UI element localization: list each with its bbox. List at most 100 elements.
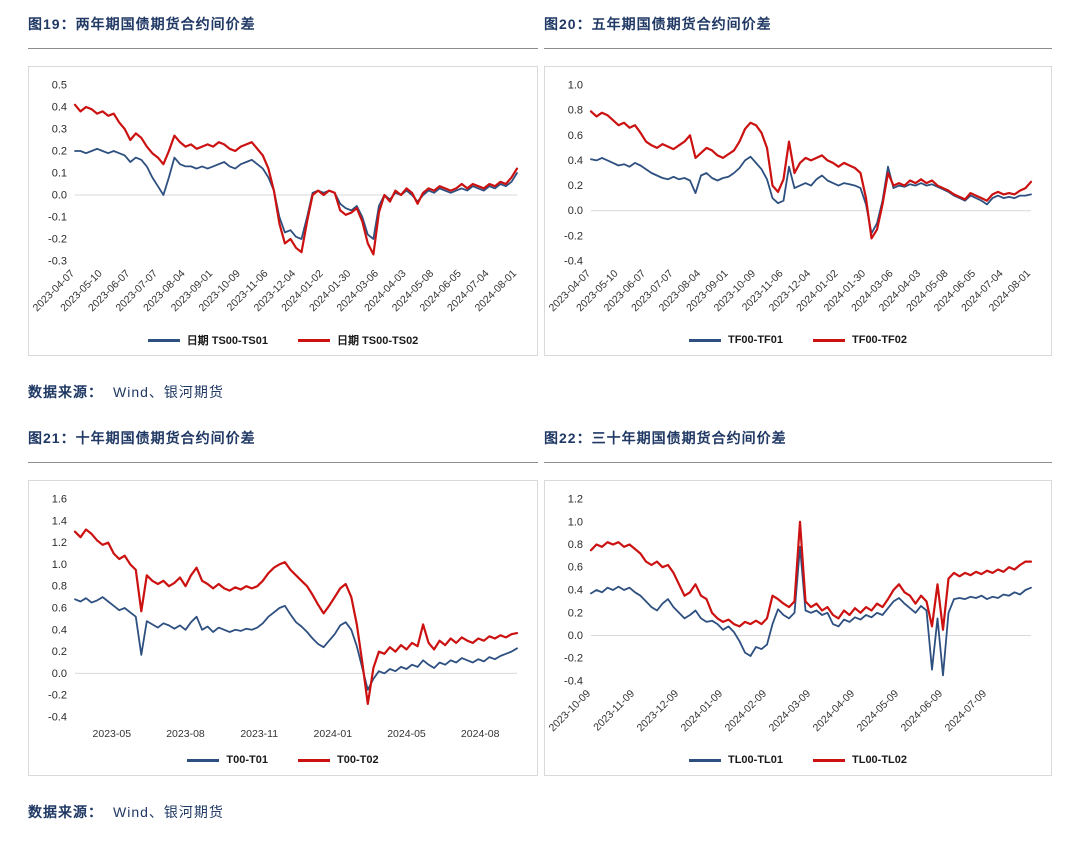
svg-text:0.6: 0.6 xyxy=(568,562,583,574)
svg-text:1.4: 1.4 xyxy=(52,515,67,527)
chart21-title: 图21：十年期国债期货合约间价差 xyxy=(28,426,538,463)
legend-line-swatch xyxy=(688,758,721,762)
legend-item: TL00-TL02 xyxy=(813,754,907,766)
svg-text:0.2: 0.2 xyxy=(52,646,67,658)
chart19-figure: 0.5 0.4 0.3 0.2 0.1 0.0 -0.1 -0.2 -0.3 2023-04-07… xyxy=(28,66,538,356)
svg-text:0.0: 0.0 xyxy=(568,630,583,642)
svg-text:0.2: 0.2 xyxy=(568,180,583,192)
report-section-top: 图19：两年期国债期货合约间价差 0.5 0.4 0.3 0.2 0.1 0.0 -0.1 -… xyxy=(28,12,1052,356)
svg-text:1.6: 1.6 xyxy=(52,494,67,506)
svg-text:2023-12-09: 2023-12-09 xyxy=(635,688,682,735)
svg-text:0.8: 0.8 xyxy=(52,581,67,593)
chart22-figure: 1.2 1.0 0.8 0.6 0.4 0.2 0.0 -0.2 -0.4 2023-10-09 2… xyxy=(544,480,1052,776)
data-source-label: 数据来源： xyxy=(28,804,103,820)
svg-text:-0.2: -0.2 xyxy=(48,234,67,246)
chart-canvas: 1.21.00.80.60.40.20.0-0.2-0.42023-10-092… xyxy=(547,494,1033,735)
svg-text:2024-06-09: 2024-06-09 xyxy=(899,688,946,735)
chart20-figure: 1.0 0.8 0.6 0.4 0.2 0.0 -0.2 -0.4 2023-04-07 2023… xyxy=(544,66,1052,356)
svg-text:1.2: 1.2 xyxy=(568,494,583,506)
chart-legend: TL00-TL01 TL00-TL02 xyxy=(545,747,1051,773)
legend-label: T00-T02 xyxy=(337,754,379,766)
svg-text:2023-11: 2023-11 xyxy=(240,728,278,740)
svg-text:2023-08: 2023-08 xyxy=(166,728,205,740)
svg-text:0.2: 0.2 xyxy=(52,146,67,158)
svg-text:0.4: 0.4 xyxy=(568,155,583,167)
svg-text:0.6: 0.6 xyxy=(568,130,583,142)
chart-canvas: 0.50.40.30.20.10.0-0.1-0.2-0.32023-04-07… xyxy=(31,80,520,315)
data-source-line-bottom: 数据来源： Wind、银河期货 xyxy=(28,802,1052,822)
data-source-value: Wind、银河期货 xyxy=(113,384,224,400)
chart-canvas: 1.00.80.60.40.20.0-0.2-0.42023-04-072023… xyxy=(547,80,1034,315)
svg-text:0.0: 0.0 xyxy=(568,205,583,217)
svg-text:-0.3: -0.3 xyxy=(48,256,67,268)
svg-text:0.8: 0.8 xyxy=(568,539,583,551)
svg-text:0.2: 0.2 xyxy=(568,607,583,619)
chart19-panel: 图19：两年期国债期货合约间价差 0.5 0.4 0.3 0.2 0.1 0.0 -0.1 -… xyxy=(28,12,538,356)
legend-line-swatch xyxy=(298,338,330,342)
legend-label: 日期 TS00-TS02 xyxy=(337,335,419,347)
report-section-bottom: 图21：十年期国债期货合约间价差 1.6 1.4 1.2 1.0 0.8 0.6 0.4 0.… xyxy=(28,426,1052,776)
svg-text:0.4: 0.4 xyxy=(52,102,67,114)
svg-text:-0.4: -0.4 xyxy=(564,256,583,268)
chart-legend: 日期 TS00-TS01 日期 TS00-TS02 xyxy=(29,327,537,353)
legend-label: TL00-TL02 xyxy=(852,754,908,766)
legend-item: T00-T01 xyxy=(187,754,268,766)
legend-item: 日期 TS00-TS01 xyxy=(147,332,268,348)
chart-legend: T00-T01 T00-T02 xyxy=(29,747,537,773)
svg-text:2024-03-09: 2024-03-09 xyxy=(767,688,814,735)
svg-text:2024-04-09: 2024-04-09 xyxy=(811,688,858,735)
svg-text:1.0: 1.0 xyxy=(568,80,583,92)
data-source-value: Wind、银河期货 xyxy=(113,804,224,820)
legend-item: TF00-TF02 xyxy=(813,334,907,346)
svg-text:2023-11-09: 2023-11-09 xyxy=(591,688,637,734)
legend-line-swatch xyxy=(813,758,845,762)
chart-canvas: 1.6 1.4 1.2 1.0 0.8 0.6 0.4 0.2 0.0 -0.2 -0.4 2023-… xyxy=(48,494,519,740)
chart19-title: 图19：两年期国债期货合约间价差 xyxy=(28,12,538,49)
legend-line-swatch xyxy=(813,338,845,342)
chart22-title: 图22：三十年期国债期货合约间价差 xyxy=(544,426,1052,463)
svg-text:2024-07-09: 2024-07-09 xyxy=(943,688,990,735)
legend-label: 日期 TS00-TS01 xyxy=(186,335,268,347)
svg-text:2024-01: 2024-01 xyxy=(314,728,353,740)
chart-legend: TF00-TF01 TF00-TF02 xyxy=(545,327,1051,353)
svg-text:1.0: 1.0 xyxy=(52,559,67,571)
legend-line-swatch xyxy=(147,338,180,342)
svg-text:0.0: 0.0 xyxy=(52,190,67,202)
chart22-panel: 图22：三十年期国债期货合约间价差 1.2 1.0 0.8 0.6 0.4 0.2 0.0 -… xyxy=(544,426,1052,776)
svg-text:0.6: 0.6 xyxy=(52,603,67,615)
svg-text:0.8: 0.8 xyxy=(568,105,583,117)
svg-text:0.0: 0.0 xyxy=(52,668,67,680)
svg-text:0.3: 0.3 xyxy=(52,124,67,136)
svg-text:0.4: 0.4 xyxy=(568,585,583,597)
legend-label: TL00-TL01 xyxy=(727,754,783,766)
svg-text:0.1: 0.1 xyxy=(52,168,67,180)
legend-item: TF00-TF01 xyxy=(688,334,783,346)
data-source-line-top: 数据来源： Wind、银河期货 xyxy=(28,382,1052,402)
legend-item: 日期 TS00-TS02 xyxy=(298,332,418,348)
legend-item: TL00-TL01 xyxy=(688,754,783,766)
svg-text:2024-05-09: 2024-05-09 xyxy=(855,688,902,735)
chart21-figure: 1.6 1.4 1.2 1.0 0.8 0.6 0.4 0.2 0.0 -0.2 -0.4 2023-… xyxy=(28,480,538,776)
legend-item: T00-T02 xyxy=(298,754,379,766)
chart21-panel: 图21：十年期国债期货合约间价差 1.6 1.4 1.2 1.0 0.8 0.6 0.4 0.… xyxy=(28,426,538,776)
svg-text:-0.4: -0.4 xyxy=(564,676,583,688)
svg-text:-0.2: -0.2 xyxy=(564,653,583,665)
chart20-panel: 图20：五年期国债期货合约间价差 1.0 0.8 0.6 0.4 0.2 0.0 -0.2 -… xyxy=(544,12,1052,356)
svg-text:2023-10-09: 2023-10-09 xyxy=(547,688,594,735)
legend-label: T00-T01 xyxy=(226,754,268,766)
chart20-title: 图20：五年期国债期货合约间价差 xyxy=(544,12,1052,49)
svg-text:2024-01-09: 2024-01-09 xyxy=(679,688,726,735)
legend-line-swatch xyxy=(688,338,721,342)
svg-text:0.4: 0.4 xyxy=(52,624,67,636)
svg-text:2023-05: 2023-05 xyxy=(93,728,132,740)
data-source-label: 数据来源： xyxy=(28,384,103,400)
legend-line-swatch xyxy=(298,758,330,762)
svg-text:-0.2: -0.2 xyxy=(48,690,67,702)
svg-text:2024-05: 2024-05 xyxy=(387,728,426,740)
svg-text:2024-02-09: 2024-02-09 xyxy=(723,688,770,735)
svg-text:1.0: 1.0 xyxy=(568,516,583,528)
legend-line-swatch xyxy=(187,758,220,762)
svg-text:2024-08: 2024-08 xyxy=(461,728,500,740)
svg-text:1.2: 1.2 xyxy=(52,537,67,549)
